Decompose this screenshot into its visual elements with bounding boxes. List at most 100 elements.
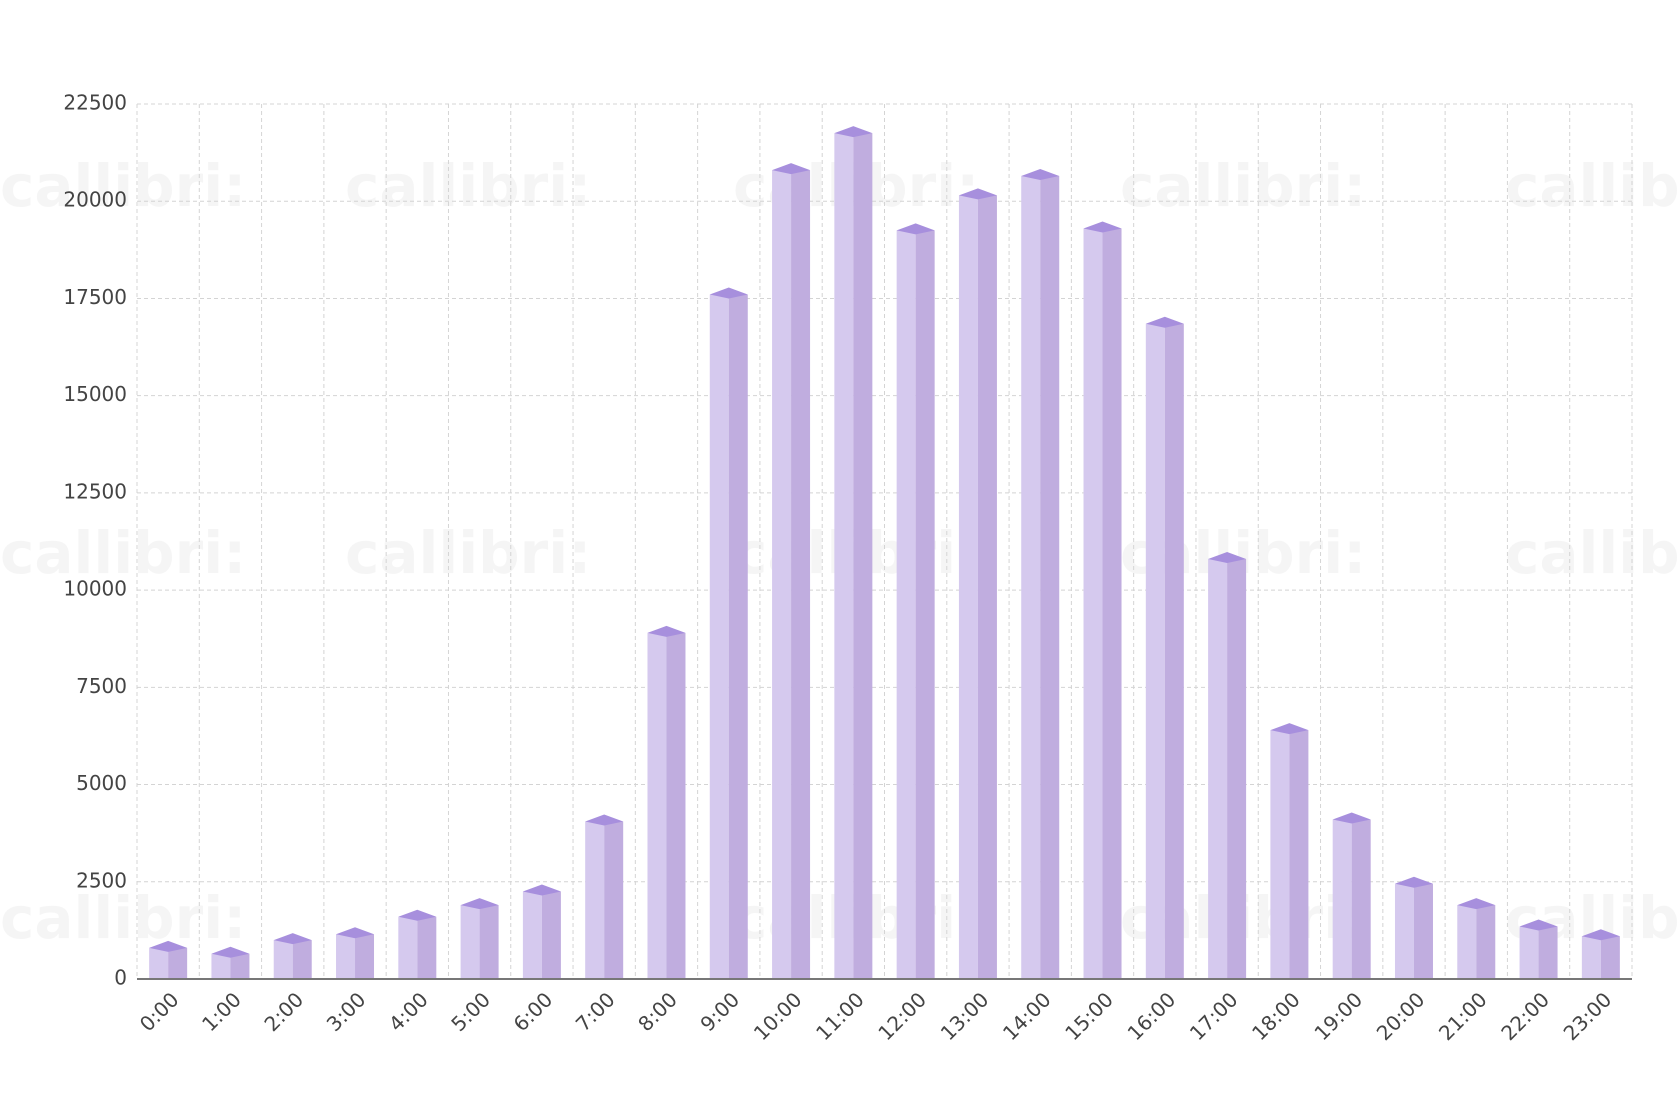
bar-front-left bbox=[896, 230, 916, 979]
x-tick-label: 10:00 bbox=[749, 987, 807, 1045]
bar bbox=[958, 188, 997, 979]
bar bbox=[772, 163, 811, 980]
bar-top bbox=[834, 126, 873, 138]
bar-front-right bbox=[604, 821, 624, 979]
bar-top bbox=[958, 188, 997, 200]
bar-front-right bbox=[915, 230, 935, 979]
bar bbox=[336, 927, 375, 979]
y-tick-label: 10000 bbox=[63, 577, 127, 601]
bar-front-left bbox=[398, 916, 418, 979]
watermark: callibri: bbox=[0, 884, 246, 952]
bar-front-left bbox=[585, 821, 605, 979]
bar-top bbox=[1270, 723, 1309, 735]
bar bbox=[1457, 898, 1496, 979]
bar bbox=[896, 223, 935, 979]
x-tick-label: 21:00 bbox=[1434, 987, 1492, 1045]
bar-top bbox=[1332, 812, 1371, 824]
y-tick-label: 12500 bbox=[63, 479, 127, 503]
bar-front-left bbox=[149, 947, 169, 979]
y-tick-label: 22500 bbox=[63, 91, 127, 115]
bar-top bbox=[1457, 898, 1496, 910]
bar-top bbox=[772, 163, 811, 175]
x-tick-label: 18:00 bbox=[1247, 987, 1305, 1045]
bar-front-left bbox=[1270, 730, 1290, 979]
watermark: callibri: bbox=[345, 519, 591, 587]
bar-front-right bbox=[1538, 926, 1558, 979]
bar-front-left bbox=[273, 940, 293, 979]
watermark: callibri: bbox=[1120, 152, 1366, 220]
bar bbox=[1083, 221, 1122, 979]
bar-front-right bbox=[541, 891, 561, 979]
bar bbox=[1145, 316, 1184, 979]
y-tick-label: 7500 bbox=[76, 674, 127, 698]
x-tick-label: 7:00 bbox=[571, 987, 620, 1036]
bar bbox=[522, 884, 561, 979]
bar-top bbox=[1519, 919, 1558, 931]
bar-top bbox=[1083, 221, 1122, 233]
x-tick-label: 3:00 bbox=[322, 987, 371, 1036]
bar-top bbox=[1208, 552, 1247, 563]
bar-front-left bbox=[1332, 819, 1352, 979]
x-tick-label: 8:00 bbox=[633, 987, 682, 1036]
bar-top bbox=[709, 287, 748, 299]
bar-front-left bbox=[1519, 926, 1539, 979]
bar-top bbox=[896, 223, 935, 235]
bar-front-left bbox=[709, 294, 729, 979]
bar-front-right bbox=[977, 195, 997, 979]
bar-top bbox=[273, 933, 312, 945]
x-tick-label: 6:00 bbox=[509, 987, 558, 1036]
bar-front-right bbox=[1476, 905, 1496, 979]
bar-front-right bbox=[853, 133, 873, 979]
bar bbox=[1394, 876, 1433, 979]
y-tick-label: 15000 bbox=[63, 382, 127, 406]
bar-top bbox=[149, 940, 188, 952]
bar bbox=[1519, 919, 1558, 979]
y-tick-label: 0 bbox=[114, 966, 127, 990]
bar-top bbox=[522, 884, 561, 896]
watermark: callibri: bbox=[1505, 152, 1680, 220]
bar-top bbox=[1021, 168, 1060, 180]
bar-front-right bbox=[230, 953, 250, 979]
x-tick-label: 23:00 bbox=[1559, 987, 1617, 1045]
bar-front-left bbox=[958, 195, 978, 979]
bar bbox=[1270, 723, 1309, 979]
bar-front-left bbox=[1581, 936, 1601, 979]
bar-top bbox=[460, 898, 499, 910]
bar-top bbox=[1394, 876, 1433, 888]
bar bbox=[647, 625, 686, 979]
bar bbox=[1581, 929, 1620, 979]
bar-front-left bbox=[1145, 323, 1165, 979]
bar-front-left bbox=[772, 170, 792, 980]
y-tick-label: 5000 bbox=[76, 771, 127, 795]
bar-top bbox=[336, 927, 375, 939]
y-tick-label: 17500 bbox=[63, 285, 127, 309]
bar-front-right bbox=[1289, 730, 1309, 979]
bar-front-left bbox=[1457, 905, 1477, 979]
bar bbox=[834, 126, 873, 979]
x-tick-label: 22:00 bbox=[1496, 987, 1554, 1045]
bar-front-right bbox=[666, 632, 686, 979]
x-tick-label: 13:00 bbox=[936, 987, 994, 1045]
x-tick-label: 17:00 bbox=[1185, 987, 1243, 1045]
x-tick-label: 20:00 bbox=[1372, 987, 1430, 1045]
bar-front-left bbox=[336, 934, 356, 979]
bar-top bbox=[585, 814, 624, 826]
bar-front-right bbox=[1227, 559, 1247, 979]
y-tick-label: 20000 bbox=[63, 188, 127, 212]
x-tick-label: 0:00 bbox=[135, 987, 184, 1036]
bar-front-left bbox=[1208, 559, 1228, 979]
bar bbox=[585, 814, 624, 979]
watermark: callibri: bbox=[345, 152, 591, 220]
bar-front-right bbox=[355, 934, 375, 979]
bar bbox=[709, 287, 748, 979]
bar bbox=[273, 933, 312, 979]
x-tick-label: 4:00 bbox=[384, 987, 433, 1036]
x-tick-label: 2:00 bbox=[259, 987, 308, 1036]
bar-front-right bbox=[292, 940, 312, 979]
x-tick-label: 15:00 bbox=[1060, 987, 1118, 1045]
bar-top bbox=[1581, 929, 1620, 941]
x-tick-label: 16:00 bbox=[1123, 987, 1181, 1045]
bar bbox=[149, 940, 188, 979]
bar-top bbox=[647, 625, 686, 637]
watermark: callibri: bbox=[1505, 519, 1680, 587]
